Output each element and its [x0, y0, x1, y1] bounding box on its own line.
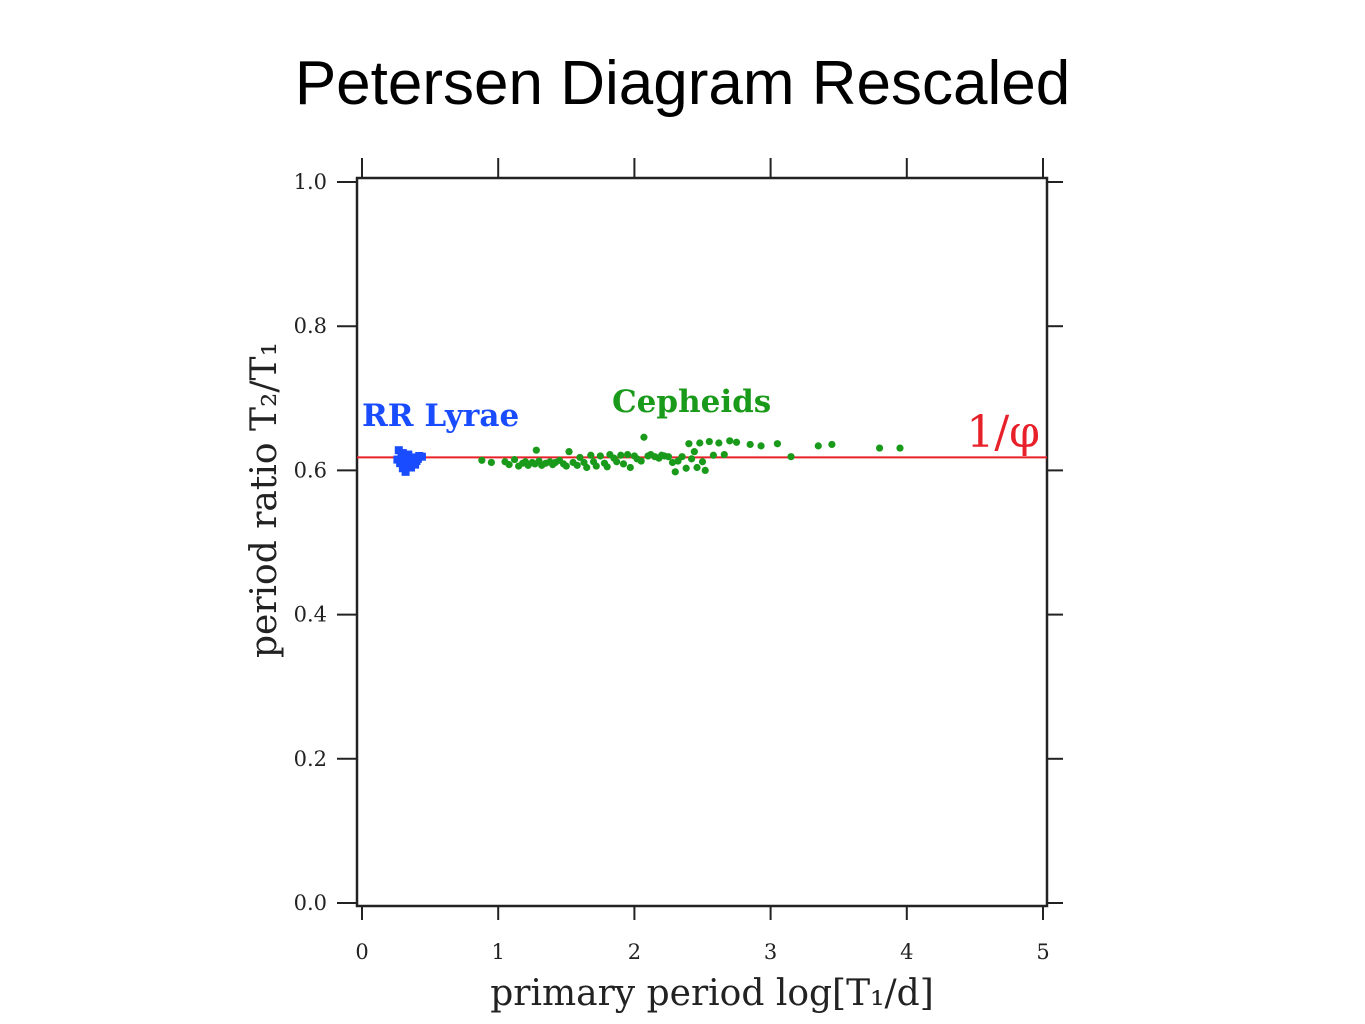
cepheid-point — [487, 458, 495, 467]
cepheid-point — [726, 437, 734, 445]
cepheid-point — [757, 442, 765, 450]
cepheid-point — [565, 448, 573, 456]
cepheid-point — [705, 437, 713, 446]
cepheid-point — [640, 433, 648, 441]
cepheid-point — [678, 453, 686, 461]
cepheid-point — [573, 461, 581, 469]
y-tick-label: 0.4 — [294, 603, 327, 627]
cepheid-point — [696, 439, 704, 447]
x-tick-label: 0 — [355, 940, 368, 964]
cepheid-point — [592, 462, 600, 470]
cepheid-point — [596, 452, 604, 460]
rr-lyrae-point — [400, 457, 409, 466]
plot-frame — [355, 176, 1049, 908]
cepheid-point — [720, 450, 728, 459]
cepheid-point — [698, 458, 707, 466]
rr-lyrae-point — [411, 460, 420, 469]
rr-lyrae-point — [393, 455, 402, 464]
cepheid-point — [701, 466, 709, 474]
cepheid-point — [478, 456, 486, 464]
cepheid-point — [576, 453, 584, 462]
rr-lyrae-point — [404, 450, 413, 459]
cepheid-point — [896, 444, 904, 452]
cepheid-point — [623, 450, 632, 459]
rr-lyrae-point — [405, 462, 414, 471]
rr-lyrae-point — [394, 446, 403, 455]
cepheid-point — [637, 457, 645, 465]
cepheid-point — [510, 455, 519, 464]
cepheid-point — [715, 439, 723, 447]
x-tick-label: 1 — [492, 940, 505, 964]
cepheid-point — [626, 463, 634, 472]
cepheid-point — [709, 451, 717, 459]
cepheid-point — [732, 438, 741, 446]
cepheid-point — [814, 442, 822, 450]
rr-lyrae-point — [405, 454, 414, 463]
cepheid-point — [619, 460, 628, 468]
y-tick-label: 0.2 — [294, 747, 327, 771]
cepheid-point — [671, 468, 679, 476]
inverse-phi-label: 1/φ — [966, 407, 1040, 458]
cepheid-point — [693, 463, 701, 472]
x-tick-label: 2 — [628, 940, 641, 964]
tick-marks — [337, 158, 1063, 920]
cepheid-point — [773, 440, 782, 448]
cepheid-point — [690, 448, 698, 456]
x-tick-label: 4 — [900, 940, 913, 964]
cepheid-point — [664, 453, 673, 461]
y-tick-label: 1.0 — [294, 170, 327, 194]
rr-lyrae-point — [401, 467, 410, 476]
y-tick-label: 0.8 — [294, 314, 327, 338]
cepheid-point — [685, 440, 693, 448]
cepheid-point — [746, 440, 754, 449]
data-points — [393, 433, 904, 476]
cepheids-label: Cepheids — [612, 384, 771, 420]
y-tick-label: 0.0 — [294, 891, 327, 915]
cepheid-point — [875, 444, 884, 452]
x-tick-label: 5 — [1036, 940, 1049, 964]
rr-lyrae-label: RR Lyrae — [362, 398, 519, 434]
cepheid-point — [688, 455, 696, 463]
rr-lyrae-point — [413, 454, 422, 463]
rr-lyrae-point — [417, 452, 426, 461]
cepheid-point — [787, 453, 795, 461]
cepheid-point — [532, 446, 540, 454]
cepheid-point — [828, 440, 836, 449]
cepheid-point — [583, 463, 591, 472]
y-tick-label: 0.6 — [294, 458, 327, 482]
slide-title: Petersen Diagram Rescaled — [294, 49, 1071, 118]
cepheid-point — [682, 464, 690, 472]
cepheid-point — [617, 451, 625, 459]
x-axis-title: primary period log[T₁/d] — [490, 973, 934, 1014]
cepheid-point — [587, 451, 595, 459]
cepheid-point — [613, 458, 621, 466]
cepheid-point — [562, 462, 570, 470]
cepheid-point — [668, 458, 677, 467]
cepheid-point — [505, 461, 513, 469]
y-axis-title: period ratio T₂/T₁ — [244, 342, 285, 658]
rr-lyrae-point — [398, 449, 407, 458]
cepheid-point — [603, 463, 611, 471]
x-tick-label: 3 — [764, 940, 777, 964]
tick-labels: 0 1 2 3 4 5 0.0 0.2 0.4 0.6 0.8 1.0 — [294, 170, 1050, 964]
